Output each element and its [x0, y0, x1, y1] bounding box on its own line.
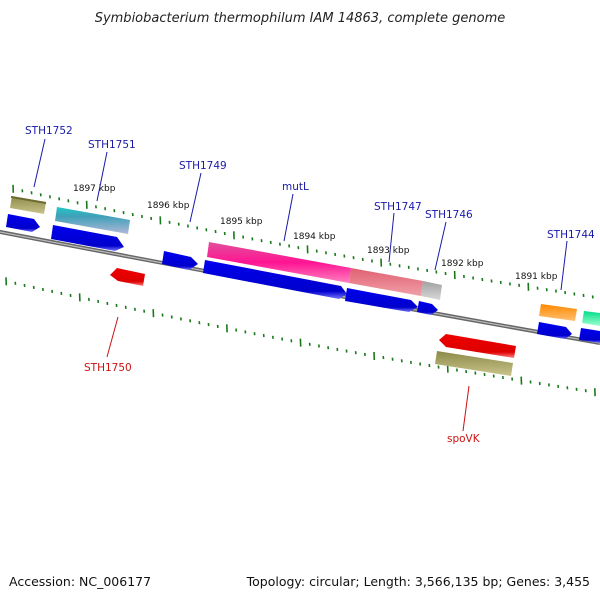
gene-feature-orange[interactable] [539, 304, 577, 321]
kbp-label: 1893 kbp [367, 246, 410, 256]
map-title: Symbiobacterium thermophilum IAM 14863, … [95, 11, 506, 26]
accession-text: Accession: NC_006177 [9, 574, 151, 589]
leader-line [106, 316, 119, 358]
leader-line [462, 385, 470, 432]
genome-summary-text: Topology: circular; Length: 3,566,135 bp… [246, 574, 590, 589]
gene-label-sth1751[interactable]: STH1751 [88, 139, 136, 151]
gene-label-sth1747[interactable]: STH1747 [374, 201, 422, 213]
tick-row-top [12, 184, 594, 299]
gene-arrow-blue-1747[interactable] [345, 288, 418, 312]
gene-label-sth1744[interactable]: STH1744 [547, 229, 595, 241]
kbp-label: 1891 kbp [515, 272, 558, 282]
gene-feature-spoVK-olive[interactable] [435, 351, 513, 376]
gene-label-sth1746[interactable]: STH1746 [425, 209, 473, 221]
leader-line [96, 151, 108, 202]
gene-feature-mutL[interactable] [207, 242, 351, 283]
gene-arrow-blue-1744[interactable] [537, 322, 572, 339]
gene-label-spoVK[interactable]: spoVK [447, 433, 481, 445]
kbp-label: 1896 kbp [147, 201, 190, 211]
gene-labels: STH1752 STH1751 STH1749 mutL STH1747 STH… [25, 125, 595, 445]
leader-line [560, 240, 568, 291]
gene-feature-green[interactable] [582, 311, 600, 326]
gene-arrow-blue-1[interactable] [6, 214, 40, 232]
gene-feature-sth1751[interactable] [55, 207, 130, 234]
leader-line [33, 138, 46, 188]
gene-arrow-sth1750[interactable] [110, 268, 145, 286]
kbp-label: 1897 kbp [73, 184, 116, 194]
kbp-label: 1895 kbp [220, 217, 263, 227]
gene-feature-olive-small [11, 196, 46, 204]
forward-features [6, 196, 600, 343]
kbp-label: 1894 kbp [293, 232, 336, 242]
leader-line [283, 193, 294, 242]
reverse-features [110, 268, 516, 376]
gene-arrow-sth1749[interactable] [162, 251, 198, 270]
gene-arrow-blue-2[interactable] [51, 225, 124, 251]
gene-feature-sth1747[interactable] [349, 268, 423, 296]
tick-row-bottom [5, 277, 596, 397]
gene-label-mutL[interactable]: mutL [282, 181, 309, 193]
kbp-labels: 1897 kbp 1896 kbp 1895 kbp 1894 kbp 1893… [73, 184, 558, 282]
gene-label-sth1749[interactable]: STH1749 [179, 160, 227, 172]
gene-label-sth1750[interactable]: STH1750 [84, 362, 132, 374]
gene-arrow-spoVK[interactable] [439, 334, 516, 358]
gene-label-sth1752[interactable]: STH1752 [25, 125, 73, 137]
leader-line [434, 221, 447, 271]
kbp-label: 1892 kbp [441, 259, 484, 269]
gene-arrow-blue-mutL[interactable] [203, 260, 347, 299]
gene-arrow-blue-edge[interactable] [579, 328, 600, 343]
gene-feature-sth1746[interactable] [421, 281, 442, 300]
leader-line [189, 172, 202, 223]
leader-line [388, 212, 395, 263]
gene-arrow-blue-1746[interactable] [417, 301, 438, 315]
